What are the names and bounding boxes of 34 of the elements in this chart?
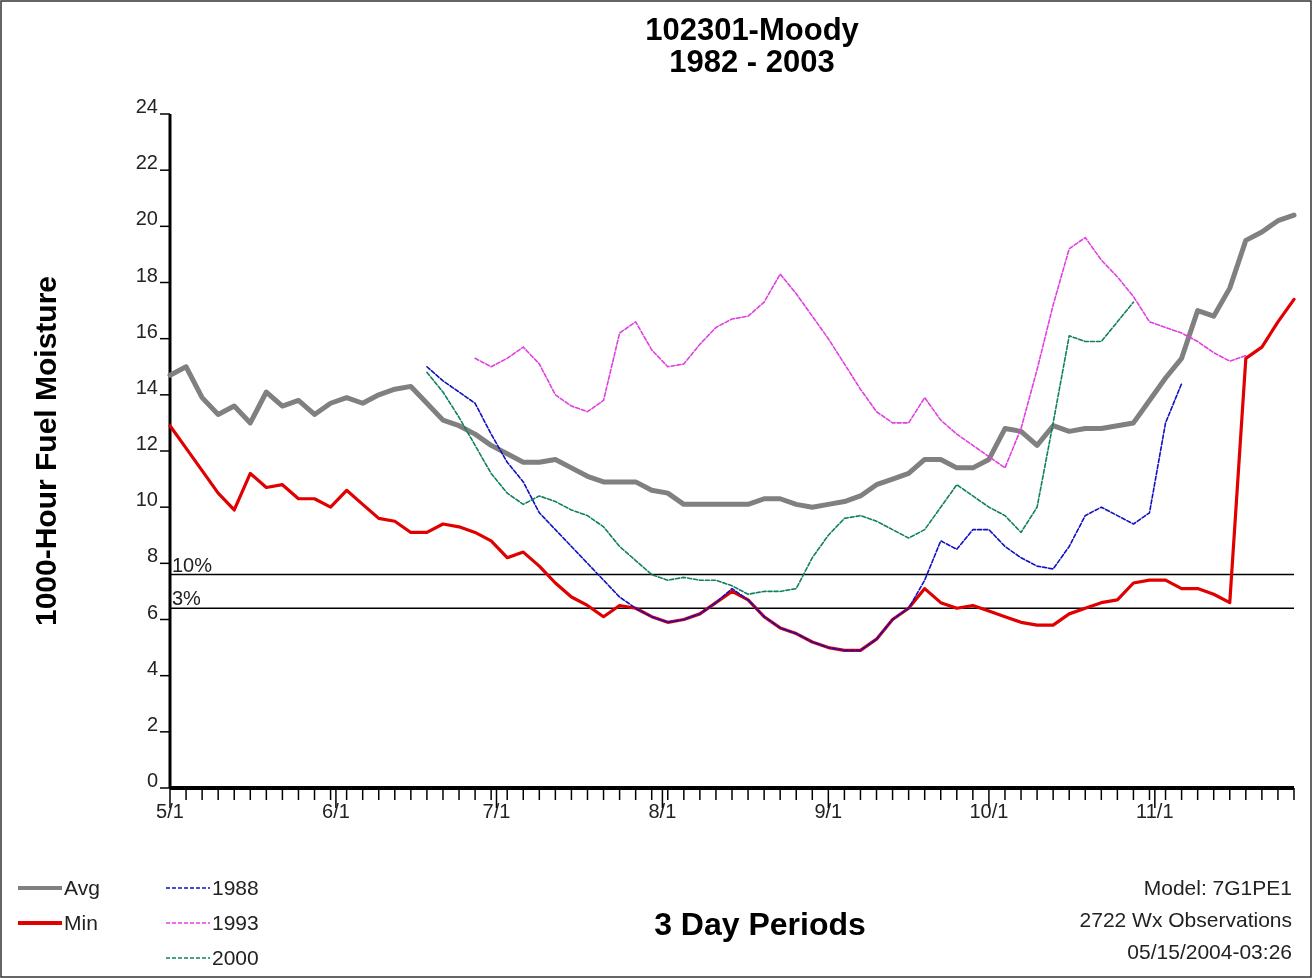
legend-label: Min [64, 911, 98, 934]
y-tick-label: 12 [135, 432, 158, 454]
x-tick-label: 11/1 [1136, 800, 1174, 822]
y-tick-label: 10 [135, 488, 158, 511]
y-tick-label: 14 [135, 375, 158, 398]
legend-label: 2000 [212, 946, 259, 969]
y-tick-label: 4 [146, 656, 158, 679]
legend-label: 1993 [212, 911, 259, 934]
y-tick-label: 24 [135, 95, 158, 117]
x-axis-title: 3 Day Periods [654, 906, 866, 942]
y-tick-label: 6 [146, 600, 158, 623]
text: Model: 7G1PE1 [1143, 876, 1292, 899]
chart-subtitle: 1982 - 2003 [669, 44, 835, 79]
x-tick-label: 9/1 [814, 800, 843, 822]
y-tick-label: 22 [135, 151, 158, 174]
x-tick-label: 8/1 [648, 800, 677, 822]
x-tick-label: 10/1 [969, 800, 1009, 822]
chart-title: 102301-Moody [645, 12, 860, 47]
y-tick-label: 16 [135, 319, 158, 342]
annotation: 3% [172, 587, 202, 610]
y-tick-label: 18 [135, 263, 158, 286]
y-axis-title: 1000-Hour Fuel Moisture [29, 275, 62, 627]
x-tick-label: 5/1 [156, 800, 184, 822]
x-tick-label: 6/1 [322, 800, 350, 822]
legend-label: Avg [64, 876, 100, 899]
x-tick-label: 7/1 [482, 800, 511, 822]
text: 05/15/2004-03:26 [1127, 940, 1292, 963]
text: 2722 Wx Observations [1079, 908, 1292, 931]
legend-label: 1988 [212, 876, 259, 899]
y-tick-label: 0 [146, 769, 158, 791]
y-tick-label: 20 [135, 207, 158, 230]
y-tick-label: 8 [146, 544, 158, 567]
annotation: 10% [172, 553, 213, 576]
y-tick-label: 2 [146, 712, 158, 735]
